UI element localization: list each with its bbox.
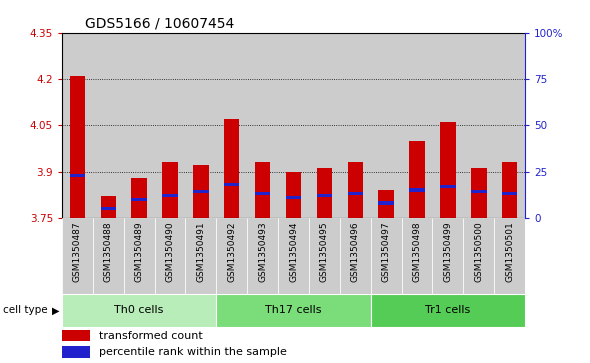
Text: percentile rank within the sample: percentile rank within the sample	[99, 347, 287, 357]
Bar	[409, 188, 425, 192]
Text: GSM1350487: GSM1350487	[73, 221, 82, 282]
Bar	[494, 33, 525, 218]
Bar	[70, 76, 85, 218]
Bar	[371, 33, 402, 218]
Bar	[494, 218, 525, 294]
Text: ▶: ▶	[52, 305, 60, 315]
Bar	[502, 192, 517, 195]
Bar	[463, 33, 494, 218]
Bar	[278, 218, 309, 294]
Bar	[309, 33, 340, 218]
Text: Th17 cells: Th17 cells	[266, 305, 322, 315]
Bar	[471, 168, 487, 218]
Bar	[340, 33, 371, 218]
Text: GSM1350491: GSM1350491	[196, 221, 205, 282]
Bar	[155, 33, 185, 218]
Bar	[440, 122, 455, 218]
Bar	[255, 192, 270, 195]
Bar	[100, 196, 116, 218]
Text: GSM1350499: GSM1350499	[444, 221, 453, 282]
Bar	[185, 33, 217, 218]
Bar	[93, 218, 124, 294]
Bar	[132, 178, 147, 218]
Bar	[185, 218, 217, 294]
Text: GDS5166 / 10607454: GDS5166 / 10607454	[85, 16, 234, 30]
Text: GSM1350497: GSM1350497	[382, 221, 391, 282]
Bar	[193, 165, 209, 218]
Bar	[217, 294, 371, 327]
Bar	[62, 218, 93, 294]
Bar	[132, 198, 147, 201]
Text: transformed count: transformed count	[99, 331, 203, 341]
Text: GSM1350489: GSM1350489	[135, 221, 143, 282]
Text: GSM1350493: GSM1350493	[258, 221, 267, 282]
Bar	[348, 162, 363, 218]
Bar	[371, 218, 402, 294]
Bar	[440, 185, 455, 188]
Text: Th0 cells: Th0 cells	[114, 305, 164, 315]
Bar	[432, 218, 463, 294]
Bar	[224, 119, 240, 218]
Bar	[348, 192, 363, 195]
Bar	[93, 33, 124, 218]
Bar	[255, 162, 270, 218]
Text: GSM1350494: GSM1350494	[289, 221, 298, 282]
Bar	[378, 201, 394, 204]
Bar	[62, 33, 93, 218]
Bar	[286, 171, 301, 218]
Bar	[278, 33, 309, 218]
Bar	[70, 174, 85, 177]
Bar	[378, 190, 394, 218]
Text: GSM1350495: GSM1350495	[320, 221, 329, 282]
Bar	[62, 330, 90, 341]
Bar	[193, 190, 209, 193]
Text: GSM1350490: GSM1350490	[166, 221, 175, 282]
Bar	[402, 33, 432, 218]
Text: cell type: cell type	[3, 305, 48, 315]
Bar	[286, 196, 301, 199]
Bar	[247, 218, 278, 294]
Bar	[124, 218, 155, 294]
Bar	[340, 218, 371, 294]
Bar	[502, 162, 517, 218]
Bar	[217, 33, 247, 218]
Bar	[100, 207, 116, 210]
Text: GSM1350498: GSM1350498	[412, 221, 421, 282]
Bar	[247, 33, 278, 218]
Bar	[162, 162, 178, 218]
Text: GSM1350500: GSM1350500	[474, 221, 483, 282]
Text: GSM1350501: GSM1350501	[505, 221, 514, 282]
Bar	[371, 294, 525, 327]
Text: GSM1350496: GSM1350496	[351, 221, 360, 282]
Bar	[62, 294, 217, 327]
Bar	[309, 218, 340, 294]
Bar	[124, 33, 155, 218]
Bar	[432, 33, 463, 218]
Bar	[62, 346, 90, 358]
Bar	[409, 140, 425, 218]
Bar	[317, 194, 332, 197]
Bar	[471, 190, 487, 193]
Text: Tr1 cells: Tr1 cells	[425, 305, 471, 315]
Bar	[162, 194, 178, 197]
Bar	[217, 218, 247, 294]
Bar	[224, 183, 240, 186]
Text: GSM1350492: GSM1350492	[227, 221, 236, 282]
Bar	[402, 218, 432, 294]
Bar	[317, 168, 332, 218]
Bar	[463, 218, 494, 294]
Bar	[155, 218, 185, 294]
Text: GSM1350488: GSM1350488	[104, 221, 113, 282]
